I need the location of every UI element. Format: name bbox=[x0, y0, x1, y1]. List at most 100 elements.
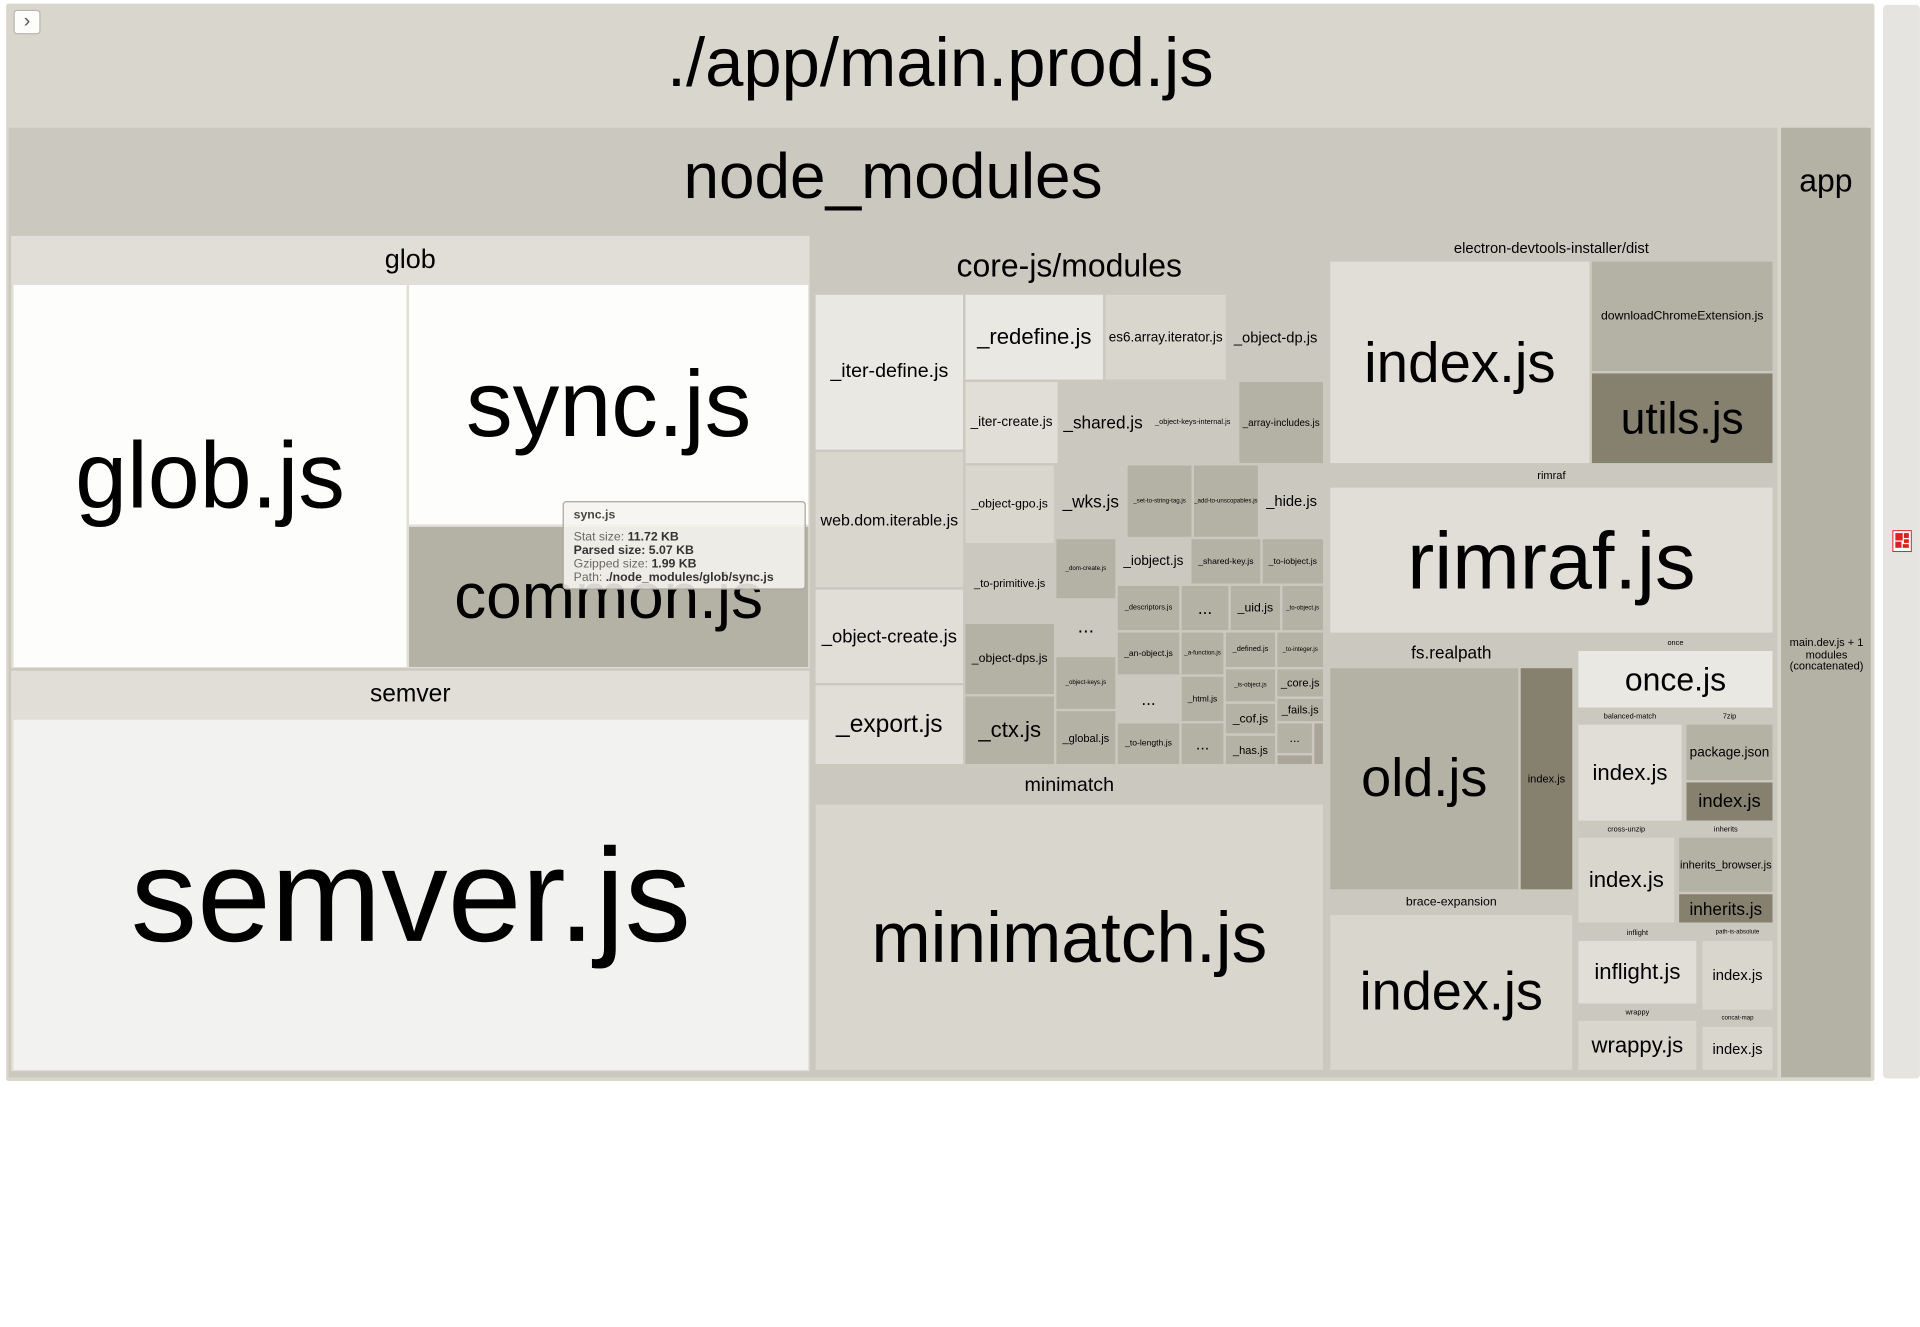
root-label: ./app/main.prod.js bbox=[666, 23, 1214, 101]
core-is-object[interactable]: _is-object.js bbox=[1225, 669, 1276, 702]
core-to-length[interactable]: _to-length.js bbox=[1117, 723, 1180, 765]
tooltip-parsed-value: 5.07 KB bbox=[648, 544, 694, 558]
inherits-label: inherits bbox=[1713, 826, 1738, 835]
once-js-module[interactable]: once.js bbox=[1578, 651, 1773, 708]
cross-unzip-index-label: index.js bbox=[1588, 867, 1664, 892]
core-tiny-a[interactable] bbox=[1277, 755, 1312, 765]
core-shared[interactable]: _shared.js bbox=[1060, 382, 1147, 464]
core-iter-define[interactable]: _iter-define.js bbox=[815, 294, 964, 450]
path-is-absolute-index-module[interactable]: index.js bbox=[1702, 940, 1773, 1010]
core-more-a[interactable]: ... bbox=[1056, 600, 1116, 655]
core-shared-label: _shared.js bbox=[1063, 412, 1143, 433]
core-object-gpo[interactable]: _object-gpo.js bbox=[965, 465, 1054, 543]
core-add-to-unscopables[interactable]: _add-to-unscopables.js bbox=[1193, 465, 1258, 537]
inflight-js-module[interactable]: inflight.js bbox=[1578, 940, 1697, 1004]
core-object-create-label: _object-create.js bbox=[821, 625, 957, 647]
core-uid-label: _uid.js bbox=[1237, 601, 1274, 615]
app-main-dev-module[interactable]: main.dev.js + 1 modules (concatenated) bbox=[1784, 235, 1869, 1075]
old-js-label: old.js bbox=[1361, 748, 1488, 809]
core-a-function[interactable]: _a-function.js bbox=[1181, 632, 1224, 675]
core-descriptors[interactable]: _descriptors.js bbox=[1117, 585, 1180, 631]
core-to-primitive[interactable]: _to-primitive.js bbox=[965, 545, 1054, 622]
core-global[interactable]: _global.js bbox=[1056, 711, 1116, 765]
brace-expansion-index-module[interactable]: index.js bbox=[1330, 915, 1573, 1070]
core-object-keys[interactable]: _object-keys.js bbox=[1056, 657, 1116, 709]
electron-index-js-module[interactable]: index.js bbox=[1330, 261, 1590, 464]
tooltip-gzipped-value: 1.99 KB bbox=[651, 557, 697, 572]
core-ctx-label: _ctx.js bbox=[978, 717, 1042, 742]
inherits-js-module[interactable]: inherits.js bbox=[1679, 894, 1773, 923]
core-object-dps[interactable]: _object-dps.js bbox=[965, 623, 1054, 695]
core-array-includes[interactable]: _array-includes.js bbox=[1239, 382, 1323, 464]
core-more-d[interactable]: ... bbox=[1181, 723, 1224, 765]
core-uid[interactable]: _uid.js bbox=[1230, 585, 1280, 631]
electron-index-js-label: index.js bbox=[1364, 330, 1556, 395]
core-ctx[interactable]: _ctx.js bbox=[965, 696, 1054, 765]
core-wks[interactable]: _wks.js bbox=[1056, 465, 1126, 537]
core-an-object[interactable]: _an-object.js bbox=[1117, 632, 1180, 675]
sync-js-module[interactable]: sync.js bbox=[409, 284, 809, 525]
core-object-keys-internal[interactable]: _object-keys-internal.js bbox=[1148, 382, 1237, 464]
download-chrome-extension-module[interactable]: downloadChromeExtension.js bbox=[1591, 261, 1773, 371]
core-more-b[interactable]: ... bbox=[1181, 585, 1229, 631]
package-json-module[interactable]: package.json bbox=[1686, 724, 1773, 780]
fs-realpath-index-module[interactable]: index.js bbox=[1520, 668, 1573, 890]
module-tooltip: sync.js Stat size: 11.72 KB Parsed size:… bbox=[562, 501, 806, 590]
core-has[interactable]: _has.js bbox=[1225, 735, 1276, 765]
core-wks-label: _wks.js bbox=[1062, 491, 1119, 511]
core-export-label: _export.js bbox=[836, 710, 943, 738]
core-dom-create[interactable]: _dom-create.js bbox=[1056, 539, 1116, 599]
core-web-dom-iterable[interactable]: web.dom.iterable.js bbox=[815, 452, 964, 588]
core-redefine[interactable]: _redefine.js bbox=[965, 294, 1104, 380]
core-more-b-label: ... bbox=[1197, 598, 1213, 618]
treemap: ./app/main.prod.js › node_modules app ma… bbox=[6, 3, 1920, 1081]
core-core[interactable]: _core.js bbox=[1277, 669, 1323, 697]
glob-label: glob bbox=[384, 243, 436, 274]
core-tiny-b[interactable] bbox=[1314, 723, 1323, 765]
core-iobject[interactable]: _iobject.js bbox=[1117, 539, 1190, 584]
cross-unzip-index-module[interactable]: index.js bbox=[1578, 837, 1675, 923]
core-cof[interactable]: _cof.js bbox=[1225, 703, 1276, 734]
balanced-match-index-module[interactable]: index.js bbox=[1578, 724, 1682, 821]
brace-expansion-label: brace-expansion bbox=[1405, 895, 1497, 909]
core-object-dp-label: _object-dp.js bbox=[1233, 328, 1318, 346]
core-shared-key[interactable]: _shared-key.js bbox=[1191, 539, 1261, 584]
electron-devtools-label: electron-devtools-installer/dist bbox=[1453, 239, 1649, 257]
inherits-browser-module[interactable]: inherits_browser.js bbox=[1679, 837, 1773, 892]
core-html[interactable]: _html.js bbox=[1181, 676, 1224, 722]
once-label: once bbox=[1667, 639, 1684, 648]
core-to-object[interactable]: _to-object.js bbox=[1282, 585, 1323, 631]
unzip-7zip-index-module[interactable]: index.js bbox=[1686, 782, 1773, 821]
core-js-label: core-js/modules bbox=[956, 246, 1182, 284]
core-set-to-string-tag-label: _set-to-string-tag.js bbox=[1133, 497, 1186, 505]
wrappy-js-module[interactable]: wrappy.js bbox=[1578, 1020, 1697, 1070]
core-hide[interactable]: _hide.js bbox=[1260, 465, 1323, 537]
core-object-create[interactable]: _object-create.js bbox=[815, 589, 964, 683]
core-to-integer[interactable]: _to-integer.js bbox=[1277, 632, 1323, 667]
core-to-iobject[interactable]: _to-iobject.js bbox=[1262, 539, 1323, 584]
core-array-includes-label: _array-includes.js bbox=[1242, 417, 1320, 429]
old-js-module[interactable]: old.js bbox=[1330, 668, 1519, 890]
core-fails[interactable]: _fails.js bbox=[1277, 698, 1323, 722]
core-iter-create[interactable]: _iter-create.js bbox=[965, 382, 1058, 464]
sync-js-label: sync.js bbox=[465, 352, 752, 457]
core-object-dp[interactable]: _object-dp.js bbox=[1228, 294, 1323, 380]
core-iobject-label: _iobject.js bbox=[1123, 553, 1184, 569]
utils-js-module[interactable]: utils.js bbox=[1591, 373, 1773, 464]
concat-map-index-module[interactable]: index.js bbox=[1702, 1026, 1773, 1070]
core-defined[interactable]: _defined.js bbox=[1225, 632, 1276, 667]
core-global-label: _global.js bbox=[1062, 731, 1110, 744]
core-set-to-string-tag[interactable]: _set-to-string-tag.js bbox=[1127, 465, 1192, 537]
sidebar-toggle-button[interactable]: › bbox=[13, 9, 41, 35]
minimatch-js-module[interactable]: minimatch.js bbox=[815, 804, 1323, 1070]
treemap-thumbnail-icon[interactable] bbox=[1892, 529, 1913, 554]
core-export[interactable]: _export.js bbox=[815, 685, 964, 765]
semver-js-module[interactable]: semver.js bbox=[13, 719, 809, 1070]
core-more-c[interactable]: ... bbox=[1117, 676, 1180, 722]
concat-map-index-label: index.js bbox=[1712, 1039, 1763, 1057]
core-cof-label: _cof.js bbox=[1232, 711, 1269, 726]
core-more-e[interactable]: ... bbox=[1277, 723, 1312, 753]
rimraf-js-module[interactable]: rimraf.js bbox=[1330, 487, 1773, 633]
glob-js-module[interactable]: glob.js bbox=[13, 284, 407, 667]
core-es6-array-iterator[interactable]: es6.array.iterator.js bbox=[1105, 294, 1226, 380]
